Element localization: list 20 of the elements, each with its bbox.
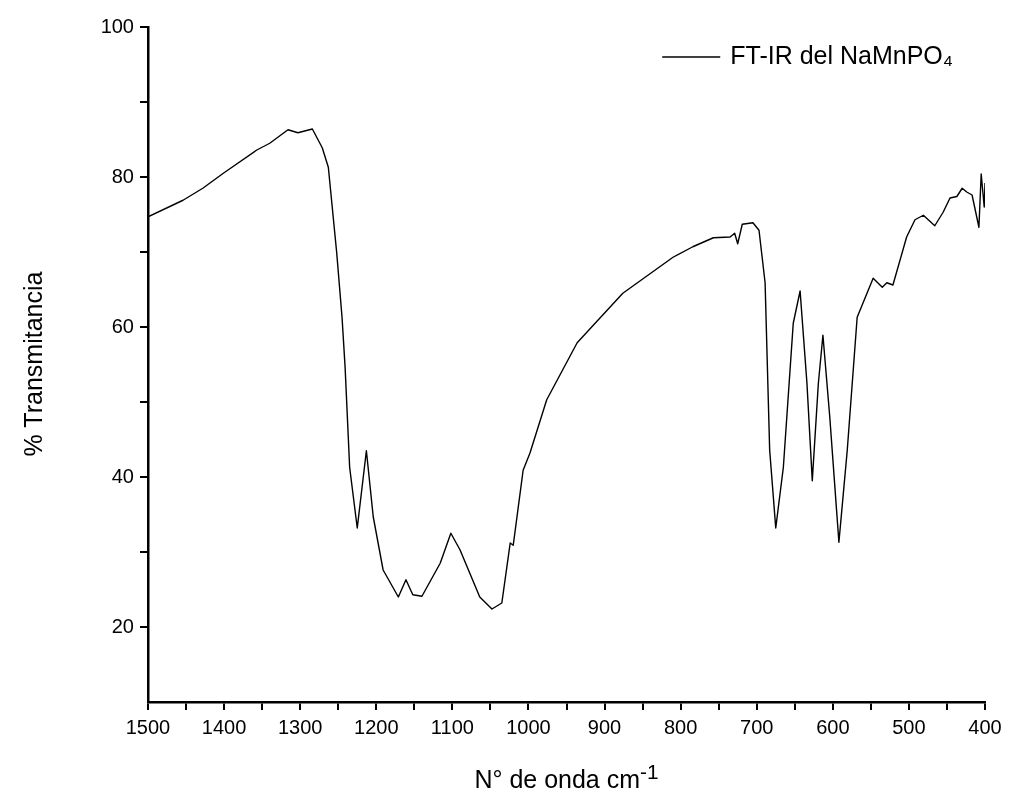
x-tick-label: 1300 <box>277 715 323 738</box>
legend-label: FT-IR del NaMnPO₄ <box>730 40 954 69</box>
x-tick-label: 600 <box>816 715 850 738</box>
y-axis-title: % Transmitancia <box>18 271 48 457</box>
y-tick-label: 20 <box>111 614 134 637</box>
x-tick-label: 800 <box>663 715 698 738</box>
x-tick-label: 400 <box>968 715 1002 738</box>
y-tick-label: 40 <box>111 464 134 487</box>
x-tick-label: 500 <box>892 715 926 738</box>
x-tick-label: 1500 <box>125 715 171 738</box>
y-tick-label: 80 <box>111 164 134 187</box>
x-axis-title: N° de onda cm$^{-1}$ <box>473 760 660 795</box>
x-tick-label: 1000 <box>506 715 551 738</box>
x-tick-label: 1400 <box>201 715 247 738</box>
x-tick-label: 900 <box>587 715 622 738</box>
x-tick-label: 700 <box>740 715 774 738</box>
x-tick-label: 1100 <box>430 715 474 738</box>
x-tick-label: 1200 <box>354 715 399 738</box>
y-tick-label: 60 <box>111 314 134 337</box>
y-tick-label: 100 <box>100 14 134 37</box>
